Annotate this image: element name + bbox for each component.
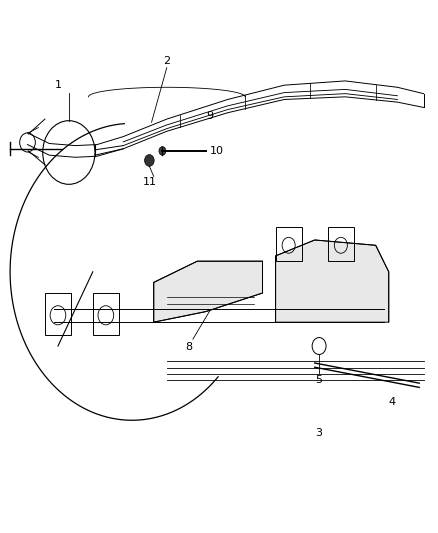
Text: 3: 3 <box>316 427 323 438</box>
Text: 8: 8 <box>185 342 192 352</box>
Polygon shape <box>154 261 262 322</box>
Circle shape <box>145 155 154 166</box>
Polygon shape <box>276 240 389 322</box>
Text: 5: 5 <box>316 375 323 385</box>
Text: 10: 10 <box>210 146 224 156</box>
Text: 2: 2 <box>163 56 170 66</box>
Text: 9: 9 <box>207 111 214 120</box>
Circle shape <box>159 147 166 155</box>
Text: 11: 11 <box>142 177 156 188</box>
Text: 4: 4 <box>389 397 396 407</box>
Text: 1: 1 <box>54 80 61 91</box>
